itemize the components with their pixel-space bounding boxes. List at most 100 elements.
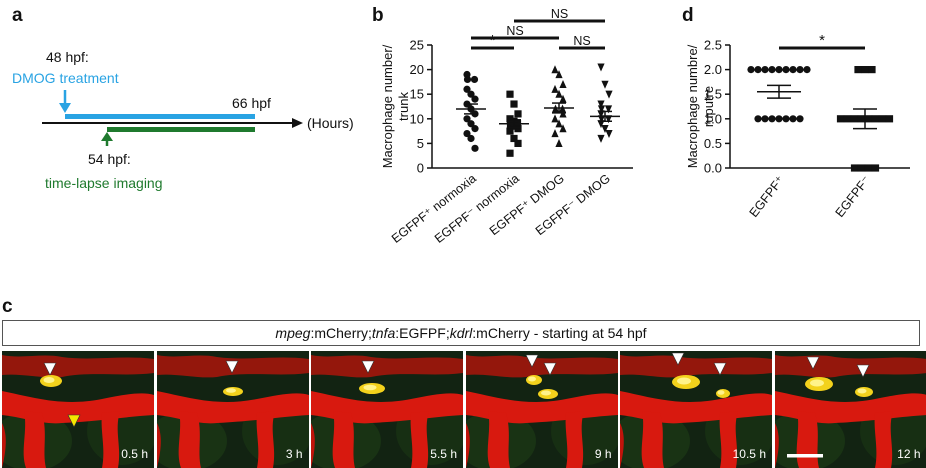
data-point (555, 119, 563, 128)
panel-label-c: c (2, 296, 13, 317)
imaging-time-label: 54 hpf: (88, 151, 131, 167)
y-tick-label: 25 (410, 38, 424, 53)
frame-time-label: 5.5 h (430, 447, 457, 461)
y-tick-label: 0.5 (704, 136, 722, 151)
data-point (463, 75, 472, 84)
data-point (861, 66, 869, 74)
data-point (854, 66, 862, 74)
data-point (597, 110, 605, 119)
time-axis-unit: (Hours) (307, 115, 354, 131)
data-point (506, 115, 514, 123)
y-tick-label: 0.0 (704, 161, 722, 176)
data-point (601, 80, 609, 89)
data-point (864, 164, 873, 172)
data-point (514, 110, 522, 118)
data-point (597, 120, 605, 129)
timelapse-frames: 0.5 h 3 h 5.5 h 9 h 10.5 h (2, 351, 926, 468)
timelapse-frame: 0.5 h (2, 351, 154, 468)
end-time-label: 66 hpf (232, 95, 271, 111)
y-tick-label: 2.0 (704, 62, 722, 77)
data-point (551, 114, 559, 123)
y-tick-label: 1.0 (704, 111, 722, 126)
data-point (510, 100, 518, 108)
data-point (836, 115, 845, 123)
data-point (467, 120, 475, 128)
data-point (782, 115, 790, 123)
data-point (761, 115, 769, 123)
significance-label: NS (551, 7, 568, 21)
y-tick-label: 0 (417, 161, 424, 176)
significance-label: NS (573, 34, 590, 48)
data-point (850, 164, 859, 172)
y-axis-label-line2: trunk (396, 92, 411, 121)
y-tick-label: 20 (410, 62, 424, 77)
data-point (506, 90, 514, 98)
y-axis-label: Macrophage numbre/ (685, 44, 700, 168)
data-point (463, 115, 471, 123)
frame-time-label: 10.5 h (732, 447, 766, 461)
y-tick-label: 10 (410, 111, 424, 126)
data-point (506, 149, 514, 157)
timelapse-frame: 10.5 h (620, 351, 772, 468)
dmog-treatment-label: DMOG treatment (12, 70, 119, 86)
data-point (555, 89, 563, 98)
data-point (761, 66, 769, 74)
data-point (506, 127, 514, 135)
data-point (604, 115, 613, 124)
significance-label: NS (506, 24, 523, 38)
data-point (514, 139, 522, 147)
y-axis-label-line2: ruputre (701, 86, 716, 127)
data-point (471, 125, 479, 133)
y-tick-label: 2.5 (704, 38, 722, 53)
data-point (796, 66, 804, 74)
data-point (597, 134, 605, 143)
data-point (789, 66, 797, 74)
frame-time-label: 9 h (594, 447, 612, 461)
data-point (605, 90, 613, 99)
timelapse-frame: 12 h (774, 351, 926, 468)
y-axis-label: Macrophage number/ (380, 44, 395, 168)
frame-time-label: 3 h (285, 447, 303, 461)
data-point (463, 129, 471, 138)
y-tick-label: 5 (417, 136, 424, 151)
data-point (789, 115, 797, 123)
data-point (747, 66, 755, 74)
time-axis-arrowhead (292, 118, 303, 128)
data-point (559, 124, 567, 133)
data-point (555, 70, 563, 79)
data-point (597, 63, 605, 72)
panel-label-d: d (682, 5, 694, 26)
data-point (559, 79, 567, 88)
timelapse-frame: 3 h (156, 351, 309, 468)
data-point (471, 144, 479, 152)
y-tick-label: 1.5 (704, 87, 722, 102)
imaging-duration-bar (107, 127, 255, 132)
data-point (775, 115, 783, 123)
timelapse-frame: 5.5 h (311, 351, 463, 468)
data-point (768, 66, 776, 74)
data-point (597, 100, 605, 109)
category-label: EGFPF⁺ (747, 173, 788, 220)
data-point (471, 95, 479, 103)
data-point (885, 115, 894, 123)
data-point (597, 105, 606, 114)
timelapse-frame: 9 h (465, 351, 618, 468)
data-point (551, 65, 559, 74)
data-point (754, 115, 762, 123)
data-point (555, 139, 563, 147)
frame-time-label: 12 h (897, 447, 921, 461)
significance-label: * (819, 32, 825, 49)
data-point (775, 66, 783, 74)
significance-label: * (490, 32, 496, 49)
data-point (551, 84, 559, 93)
data-point (467, 90, 475, 98)
imaging-arrow-head (101, 132, 113, 141)
data-point (514, 125, 522, 133)
data-point (559, 94, 567, 103)
panel-label-a: a (12, 5, 23, 26)
data-point (754, 66, 762, 74)
panel-label-b: b (372, 5, 384, 26)
data-point (796, 115, 804, 123)
frame-time-label: 0.5 h (121, 447, 148, 461)
